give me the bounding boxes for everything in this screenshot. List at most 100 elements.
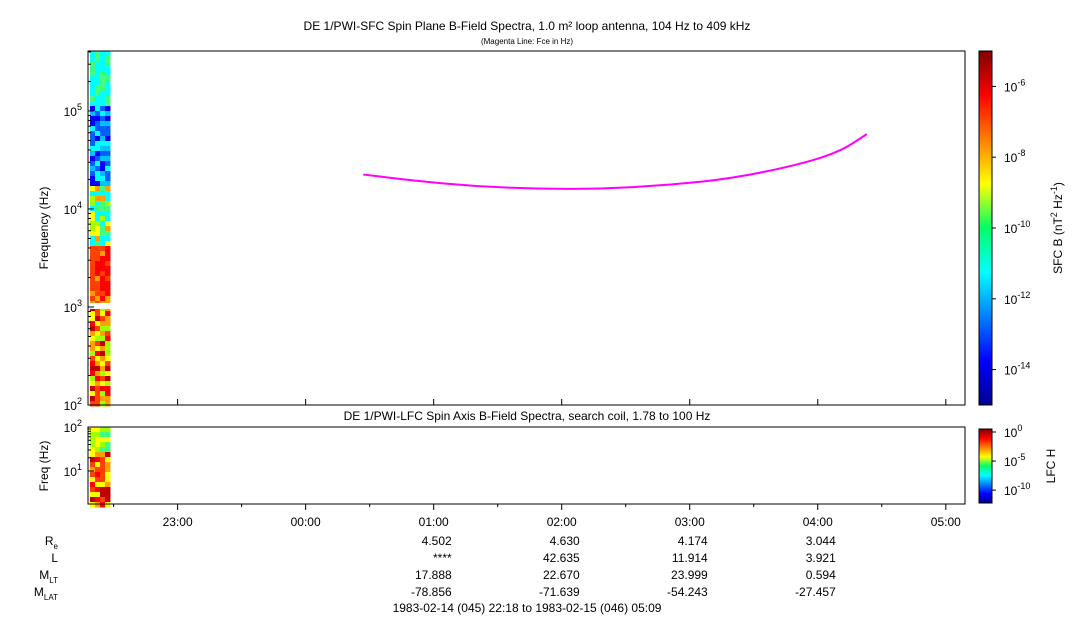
sfc-spectrogram-cell xyxy=(105,271,111,277)
sfc-spectrogram-cell xyxy=(95,226,101,232)
sfc-spectrogram-cell xyxy=(95,351,101,357)
sfc-spectrogram-cell xyxy=(105,116,111,122)
lfc-spectrogram-cell xyxy=(95,452,101,458)
sfc-spectrogram-cell xyxy=(95,96,101,102)
sfc-spectrogram-cell xyxy=(100,141,106,147)
sfc-spectrogram-cell xyxy=(90,386,96,392)
sfc-spectrogram-cell xyxy=(95,186,101,192)
ephemeris-value: 11.914 xyxy=(672,551,708,565)
lfc-spectrogram-cell xyxy=(90,467,96,473)
sfc-spectrogram-cell xyxy=(95,356,101,362)
sfc-spectrogram-cell xyxy=(105,356,111,362)
lfc-spectrogram-cell xyxy=(105,487,111,493)
sfc-spectrogram-cell xyxy=(105,131,111,137)
lfc-spectrogram-cell xyxy=(105,452,111,458)
lfc-spectrogram-cell xyxy=(90,437,96,443)
sfc-spectrogram-cell xyxy=(105,186,111,192)
sfc-spectrogram-cell xyxy=(90,186,96,192)
sfc-spectrogram-cell xyxy=(100,116,106,122)
sfc-spectrogram-cell xyxy=(95,296,101,302)
ephemeris-value: -78.856 xyxy=(411,585,452,599)
sfc-spectrogram-cell xyxy=(95,381,101,387)
sfc-spectrogram-cell xyxy=(90,241,96,247)
sfc-spectrogram-cell xyxy=(100,291,106,297)
sfc-spectrogram-cell xyxy=(95,56,101,62)
sfc-spectrogram-cell xyxy=(100,181,106,187)
colorbar-tick-label: 10-6 xyxy=(1004,77,1025,94)
lfc-spectrogram-cell xyxy=(95,462,101,468)
sfc-spectrogram-cell xyxy=(90,371,96,377)
sfc-spectrogram-cell xyxy=(105,76,111,82)
lfc-spectrogram-cell xyxy=(90,472,96,478)
lfc-y-tick-label: 102 xyxy=(64,418,82,435)
lfc-colorbar xyxy=(978,428,993,504)
lfc-spectrogram-cell xyxy=(90,477,96,483)
sfc-spectrogram-cell xyxy=(90,111,96,117)
sfc-spectrogram-cell xyxy=(95,396,101,402)
sfc-spectrogram-cell xyxy=(95,91,101,97)
sfc-spectrogram-cell xyxy=(95,276,101,282)
sfc-spectrogram-cell xyxy=(100,281,106,287)
colorbar-tick-label: 10-14 xyxy=(1004,361,1030,378)
sfc-spectrogram-cell xyxy=(105,346,111,352)
sfc-data-gap xyxy=(89,302,111,309)
sfc-spectrogram-cell xyxy=(90,311,96,317)
sfc-spectrogram-cell xyxy=(90,211,96,217)
sfc-spectrogram-cell xyxy=(95,66,101,72)
lfc-spectrogram-cell xyxy=(105,447,111,453)
lfc-spectrogram-cell xyxy=(100,467,106,473)
lfc-spectrogram-cell xyxy=(105,462,111,468)
sfc-spectrogram-cell xyxy=(100,81,106,87)
sfc-spectrogram-cell xyxy=(90,266,96,272)
sfc-spectrogram-cell xyxy=(95,196,101,202)
lfc-spectrogram-cell xyxy=(105,442,111,448)
sfc-spectrogram-cell xyxy=(90,126,96,132)
lfc-spectrogram-cell xyxy=(95,442,101,448)
ephemeris-value: 3.044 xyxy=(806,534,836,548)
sfc-spectrogram-cell xyxy=(100,196,106,202)
ephemeris-value: 3.921 xyxy=(806,551,836,565)
ephemeris-row-label: MLT xyxy=(39,568,58,585)
time-tick-label: 01:00 xyxy=(419,515,449,529)
lfc-spectrogram-cell xyxy=(105,492,111,498)
ephemeris-value: **** xyxy=(433,551,452,565)
time-tick-label: 00:00 xyxy=(291,515,321,529)
colorbar-tick-label: 100 xyxy=(1004,423,1022,440)
sfc-spectrogram-cell xyxy=(100,121,106,127)
sfc-spectrogram-cell xyxy=(100,286,106,292)
sfc-spectrogram-cell xyxy=(95,281,101,287)
sfc-spectrogram-cell xyxy=(95,271,101,277)
sfc-spectrogram-cell xyxy=(95,206,101,212)
sfc-spectrogram-cell xyxy=(100,366,106,372)
sfc-spectrogram-cell xyxy=(100,246,106,252)
sfc-spectrogram-cell xyxy=(100,341,106,347)
sfc-spectrogram-cell xyxy=(90,201,96,207)
time-axis: 23:00 00:00 01:00 02:00 03:00 04:00 05:00 xyxy=(113,399,961,529)
sfc-spectrogram-cell xyxy=(105,61,111,67)
lfc-spectrogram-cell xyxy=(100,487,106,493)
sfc-spectrogram-cell xyxy=(100,56,106,62)
sfc-spectrogram-cell xyxy=(95,386,101,392)
sfc-spectrogram-cell xyxy=(90,56,96,62)
lfc-spectrogram-cell xyxy=(105,427,111,433)
sfc-spectrogram-cell xyxy=(90,336,96,342)
sfc-spectrogram-cell xyxy=(90,316,96,322)
sfc-spectrogram-cell xyxy=(100,391,106,397)
sfc-spectrogram-cell xyxy=(105,396,111,402)
lfc-spectrogram-cell xyxy=(100,482,106,488)
sfc-spectrogram-cell xyxy=(90,131,96,137)
sfc-spectrogram-cell xyxy=(95,341,101,347)
sfc-spectrogram-cell xyxy=(100,321,106,327)
lfc-spectrogram-cell xyxy=(95,427,101,433)
sfc-spectrogram-cell xyxy=(95,376,101,382)
colorbar-tick-label: 10-5 xyxy=(1004,452,1025,469)
sfc-spectrogram-cell xyxy=(100,61,106,67)
sfc-spectrogram-cell xyxy=(95,176,101,182)
sfc-title: DE 1/PWI-SFC Spin Plane B-Field Spectra,… xyxy=(304,19,751,33)
lfc-spectrogram-cell xyxy=(90,432,96,438)
sfc-spectrogram-cell xyxy=(90,96,96,102)
sfc-spectrogram-cell xyxy=(105,281,111,287)
sfc-spectrogram-cell xyxy=(100,311,106,317)
sfc-spectrogram-cell xyxy=(90,271,96,277)
sfc-spectrogram-cell xyxy=(95,346,101,352)
